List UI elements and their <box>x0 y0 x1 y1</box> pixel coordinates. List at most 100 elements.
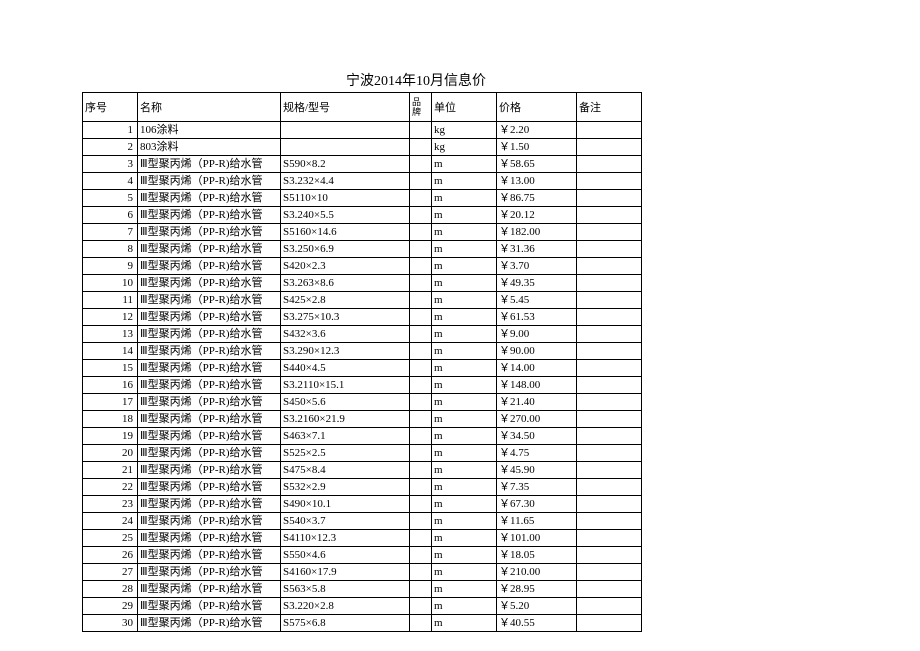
table-cell: ￥5.45 <box>497 292 577 309</box>
table-cell: S563×5.8 <box>281 581 410 598</box>
table-cell <box>577 343 642 360</box>
table-cell: 15 <box>83 360 138 377</box>
table-cell: ￥31.36 <box>497 241 577 258</box>
table-cell: Ⅲ型聚丙烯（PP-R)给水管 <box>138 496 281 513</box>
table-cell: 106涂料 <box>138 122 281 139</box>
table-cell <box>577 360 642 377</box>
table-cell: S525×2.5 <box>281 445 410 462</box>
table-cell: Ⅲ型聚丙烯（PP-R)给水管 <box>138 292 281 309</box>
table-cell: Ⅲ型聚丙烯（PP-R)给水管 <box>138 343 281 360</box>
table-cell: ￥210.00 <box>497 564 577 581</box>
table-cell: 12 <box>83 309 138 326</box>
table-cell <box>410 326 432 343</box>
table-cell: ￥40.55 <box>497 615 577 632</box>
table-cell: ￥45.90 <box>497 462 577 479</box>
table-cell: m <box>432 394 497 411</box>
table-row: 27Ⅲ型聚丙烯（PP-R)给水管S4160×17.9m￥210.00 <box>83 564 642 581</box>
table-cell: S575×6.8 <box>281 615 410 632</box>
table-cell: m <box>432 173 497 190</box>
table-cell: S3.240×5.5 <box>281 207 410 224</box>
table-cell: 4 <box>83 173 138 190</box>
table-cell <box>410 173 432 190</box>
table-row: 22Ⅲ型聚丙烯（PP-R)给水管S532×2.9m￥7.35 <box>83 479 642 496</box>
table-cell <box>410 309 432 326</box>
table-cell: S550×4.6 <box>281 547 410 564</box>
table-cell: ￥2.20 <box>497 122 577 139</box>
table-row: 16Ⅲ型聚丙烯（PP-R)给水管S3.2110×15.1m￥148.00 <box>83 377 642 394</box>
table-cell: m <box>432 411 497 428</box>
table-cell <box>577 411 642 428</box>
table-row: 13Ⅲ型聚丙烯（PP-R)给水管S432×3.6m￥9.00 <box>83 326 642 343</box>
table-cell: m <box>432 241 497 258</box>
page-container: 宁波2014年10月信息价 序号 名称 规格/型号 品牌 单位 价格 备注 11… <box>0 0 920 651</box>
table-row: 12Ⅲ型聚丙烯（PP-R)给水管S3.275×10.3m￥61.53 <box>83 309 642 326</box>
table-cell: 21 <box>83 462 138 479</box>
table-cell: Ⅲ型聚丙烯（PP-R)给水管 <box>138 615 281 632</box>
table-cell: m <box>432 309 497 326</box>
table-cell <box>577 547 642 564</box>
table-cell: ￥58.65 <box>497 156 577 173</box>
table-cell: Ⅲ型聚丙烯（PP-R)给水管 <box>138 462 281 479</box>
table-row: 15Ⅲ型聚丙烯（PP-R)给水管S440×4.5m￥14.00 <box>83 360 642 377</box>
table-cell: ￥3.70 <box>497 258 577 275</box>
table-cell: 26 <box>83 547 138 564</box>
table-row: 2803涂料kg￥1.50 <box>83 139 642 156</box>
table-row: 17Ⅲ型聚丙烯（PP-R)给水管S450×5.6m￥21.40 <box>83 394 642 411</box>
table-cell <box>577 428 642 445</box>
table-cell: S420×2.3 <box>281 258 410 275</box>
table-cell: m <box>432 190 497 207</box>
table-cell: Ⅲ型聚丙烯（PP-R)给水管 <box>138 547 281 564</box>
table-cell: S532×2.9 <box>281 479 410 496</box>
table-cell: S3.290×12.3 <box>281 343 410 360</box>
header-note: 备注 <box>577 93 642 122</box>
table-cell: m <box>432 343 497 360</box>
table-cell: 9 <box>83 258 138 275</box>
table-row: 11Ⅲ型聚丙烯（PP-R)给水管S425×2.8m￥5.45 <box>83 292 642 309</box>
table-cell: m <box>432 496 497 513</box>
table-row: 25Ⅲ型聚丙烯（PP-R)给水管S4110×12.3m￥101.00 <box>83 530 642 547</box>
table-row: 3Ⅲ型聚丙烯（PP-R)给水管S590×8.2m￥58.65 <box>83 156 642 173</box>
page-title: 宁波2014年10月信息价 <box>82 70 750 90</box>
table-cell <box>410 343 432 360</box>
table-cell: S540×3.7 <box>281 513 410 530</box>
table-cell: Ⅲ型聚丙烯（PP-R)给水管 <box>138 326 281 343</box>
table-cell: S440×4.5 <box>281 360 410 377</box>
table-cell <box>577 275 642 292</box>
table-cell: ￥5.20 <box>497 598 577 615</box>
table-cell: ￥18.05 <box>497 547 577 564</box>
table-row: 19Ⅲ型聚丙烯（PP-R)给水管S463×7.1m￥34.50 <box>83 428 642 445</box>
table-cell: 29 <box>83 598 138 615</box>
table-row: 1106涂料kg￥2.20 <box>83 122 642 139</box>
table-row: 6Ⅲ型聚丙烯（PP-R)给水管S3.240×5.5m￥20.12 <box>83 207 642 224</box>
table-cell <box>410 190 432 207</box>
table-cell: m <box>432 275 497 292</box>
table-cell: S463×7.1 <box>281 428 410 445</box>
table-cell: S5160×14.6 <box>281 224 410 241</box>
table-cell <box>577 479 642 496</box>
table-row: 9Ⅲ型聚丙烯（PP-R)给水管S420×2.3m￥3.70 <box>83 258 642 275</box>
table-cell: 14 <box>83 343 138 360</box>
table-cell: ￥13.00 <box>497 173 577 190</box>
table-cell: m <box>432 292 497 309</box>
table-row: 4Ⅲ型聚丙烯（PP-R)给水管S3.232×4.4m￥13.00 <box>83 173 642 190</box>
table-cell: 22 <box>83 479 138 496</box>
table-cell <box>577 445 642 462</box>
table-cell <box>410 394 432 411</box>
table-cell <box>577 190 642 207</box>
table-cell <box>577 598 642 615</box>
header-brand: 品牌 <box>410 93 432 122</box>
table-body: 1106涂料kg￥2.202803涂料kg￥1.503Ⅲ型聚丙烯（PP-R)给水… <box>83 122 642 632</box>
table-cell: S3.2160×21.9 <box>281 411 410 428</box>
table-cell <box>410 615 432 632</box>
table-row: 24Ⅲ型聚丙烯（PP-R)给水管S540×3.7m￥11.65 <box>83 513 642 530</box>
table-cell: S3.220×2.8 <box>281 598 410 615</box>
table-cell: 28 <box>83 581 138 598</box>
table-row: 20Ⅲ型聚丙烯（PP-R)给水管S525×2.5m￥4.75 <box>83 445 642 462</box>
table-cell <box>577 309 642 326</box>
table-cell <box>410 530 432 547</box>
table-cell: Ⅲ型聚丙烯（PP-R)给水管 <box>138 207 281 224</box>
table-cell: ￥28.95 <box>497 581 577 598</box>
table-cell <box>410 598 432 615</box>
table-cell: ￥270.00 <box>497 411 577 428</box>
table-cell <box>577 462 642 479</box>
